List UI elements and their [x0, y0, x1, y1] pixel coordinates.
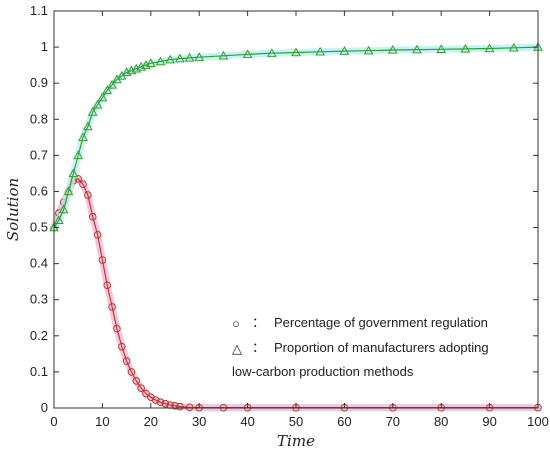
triangle-data-point — [73, 150, 84, 160]
y-tick-label: 0.5 — [30, 220, 48, 235]
circle-data-point — [108, 303, 116, 311]
y-tick-label: 1.1 — [30, 3, 48, 18]
circle-data-point — [185, 403, 194, 412]
circle-data-point — [93, 230, 102, 239]
circle-data-point — [171, 402, 179, 410]
triangle-data-point — [155, 56, 166, 66]
x-tick-label: 70 — [386, 414, 400, 429]
triangle-data-point — [165, 54, 176, 64]
y-tick-label: 0.3 — [30, 292, 48, 307]
x-tick-label: 60 — [337, 414, 351, 429]
x-tick-label: 30 — [192, 414, 206, 429]
circle-data-point — [176, 402, 184, 411]
legend-label-low-carbon: low-carbon production methods — [232, 364, 414, 379]
circle-data-point — [98, 256, 107, 264]
triangle-data-point — [87, 107, 98, 116]
triangle-data-point — [184, 52, 195, 62]
triangle-data-point — [97, 92, 108, 102]
circle-data-point — [79, 180, 87, 189]
legend: ○ ： Percentage of government regulation … — [232, 315, 489, 379]
triangle-data-point — [339, 46, 350, 55]
triangle-data-point — [266, 48, 277, 57]
circle-data-point — [84, 191, 92, 199]
triangle-data-point — [63, 186, 74, 196]
legend-triangle-symbol: △ — [232, 341, 242, 356]
circle-data-point — [142, 389, 150, 398]
x-tick-label: 80 — [434, 414, 448, 429]
triangle-data-point — [412, 44, 422, 54]
y-tick-label: 0 — [41, 400, 48, 415]
x-tick-label: 90 — [482, 414, 496, 429]
legend-label-manufacturers: Proportion of manufacturers adopting — [274, 340, 489, 355]
triangle-data-point — [68, 168, 79, 178]
y-tick-label: 0.1 — [30, 364, 48, 379]
legend-circle-symbol: ○ — [232, 316, 240, 331]
triangle-data-point — [174, 53, 185, 63]
x-axis-title: Time — [277, 432, 315, 450]
circle-data-point — [103, 281, 112, 290]
y-tick-label: 0.9 — [30, 75, 48, 90]
circle-data-point — [132, 377, 141, 385]
x-tick-label: 100 — [527, 414, 549, 429]
triangle-data-point — [92, 99, 103, 109]
triangle-data-point — [484, 43, 495, 53]
x-tick-label: 20 — [144, 414, 158, 429]
triangle-data-point — [53, 215, 64, 225]
x-tick-label: 10 — [95, 414, 109, 429]
y-tick-label: 0.8 — [30, 111, 48, 126]
legend-label-government-regulation: Percentage of government regulation — [274, 315, 488, 330]
x-tick-label: 0 — [50, 414, 57, 429]
triangle-data-point — [107, 79, 117, 89]
triangle-data-point — [194, 52, 205, 61]
circle-data-point — [137, 384, 145, 392]
x-tick-label: 50 — [289, 414, 303, 429]
triangle-data-point — [145, 58, 156, 68]
triangle-data-point — [315, 46, 326, 56]
triangle-data-point — [291, 47, 301, 57]
triangle-data-point — [83, 121, 93, 131]
circle-data-point — [156, 398, 165, 407]
triangle-data-point — [387, 44, 398, 54]
y-tick-label: 0.7 — [30, 147, 48, 162]
y-tick-label: 1 — [41, 39, 48, 54]
tick-layer: 0 10 20 30 40 50 60 70 80 90 100 0 0.1 0.2 0.3 0.4 0.5 0.… — [30, 3, 549, 429]
circle-data-point — [151, 396, 160, 404]
triangle-data-point — [102, 85, 113, 95]
circle-data-point — [127, 368, 136, 376]
triangle-data-point — [436, 44, 447, 53]
circle-data-point — [113, 324, 121, 333]
triangle-data-point — [460, 43, 471, 53]
circle-data-point — [88, 212, 97, 221]
y-tick-label: 0.2 — [30, 328, 48, 343]
legend-separator: ： — [252, 315, 265, 330]
triangle-data-point — [58, 204, 69, 214]
triangle-data-point — [242, 49, 253, 59]
triangle-data-point — [508, 42, 519, 52]
triangle-data-point — [218, 50, 229, 60]
y-tick-label: 0.4 — [30, 256, 48, 271]
triangle-data-point — [78, 132, 88, 142]
y-axis-title: Solution — [4, 178, 22, 241]
triangle-data-point — [363, 45, 374, 55]
circle-data-point — [122, 357, 131, 365]
circle-data-point — [161, 399, 170, 408]
x-tick-label: 40 — [240, 414, 254, 429]
y-tick-label: 0.6 — [30, 183, 48, 198]
legend-separator: ： — [252, 340, 265, 355]
circle-data-point — [117, 342, 126, 351]
